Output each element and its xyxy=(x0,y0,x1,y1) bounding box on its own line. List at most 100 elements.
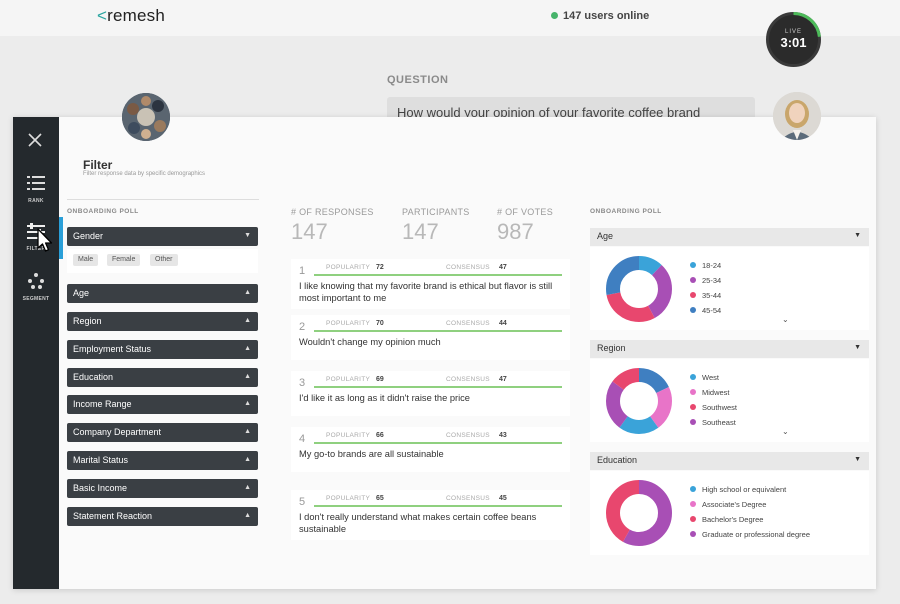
responses-count: 147 xyxy=(291,219,328,244)
legend-swatch xyxy=(690,307,696,313)
gender-chip-other[interactable]: Other xyxy=(150,254,178,266)
close-icon[interactable] xyxy=(26,131,44,149)
marital-status-dropdown[interactable]: Marital Status ▲ xyxy=(67,451,258,470)
donut-slice xyxy=(606,256,672,322)
caret-up-icon: ▲ xyxy=(244,484,251,491)
response-card[interactable]: 1 POPULARITY 72 CONSENSUS 47 I like know… xyxy=(291,259,570,309)
popularity-value: 69 xyxy=(376,376,384,383)
chevron-down-icon[interactable]: ⌄ xyxy=(782,427,789,436)
legend-swatch xyxy=(690,419,696,425)
dropdown-label: Basic Income xyxy=(73,483,128,493)
response-card[interactable]: 5 POPULARITY 65 CONSENSUS 45 I don't rea… xyxy=(291,490,570,540)
gender-chip-male[interactable]: Male xyxy=(73,254,99,266)
gender-dropdown[interactable]: Gender ▼ xyxy=(67,227,258,246)
caret-up-icon: ▲ xyxy=(244,400,251,407)
consensus-label: CONSENSUS xyxy=(446,320,490,327)
votes-count-label: # OF VOTES xyxy=(497,207,554,217)
dropdown-label: Income Range xyxy=(73,399,132,409)
donut-slice xyxy=(606,256,672,322)
caret-down-icon: ▼ xyxy=(854,344,861,351)
online-dot-icon xyxy=(551,12,558,19)
donut-slice xyxy=(606,368,672,434)
chart-title: Region xyxy=(597,343,626,353)
popularity-value: 65 xyxy=(376,495,384,502)
popularity-bar xyxy=(314,330,562,332)
nav-segment[interactable]: SEGMENT xyxy=(13,273,59,302)
company-department-dropdown[interactable]: Company Department ▲ xyxy=(67,423,258,442)
chevron-down-icon[interactable]: ⌄ xyxy=(782,315,789,324)
filter-subtitle: Filter response data by specific demogra… xyxy=(83,171,206,177)
top-bar: <remesh 147 users online xyxy=(0,0,900,36)
consensus-value: 45 xyxy=(499,495,507,502)
live-label: LIVE xyxy=(784,29,802,35)
legend-item: Southeast xyxy=(690,418,736,427)
donut-slice xyxy=(606,480,672,546)
response-rank: 2 xyxy=(299,321,306,333)
donut-slice xyxy=(606,368,672,434)
participants-label: PARTICIPANTS xyxy=(402,207,470,217)
popularity-value: 70 xyxy=(376,320,384,327)
votes-count: 987 xyxy=(497,219,534,244)
left-section-label: ONBOARDING POLL xyxy=(67,208,139,215)
moderator-avatar xyxy=(773,92,821,140)
legend-swatch xyxy=(690,389,696,395)
response-card[interactable]: 4 POPULARITY 66 CONSENSUS 43 My go-to br… xyxy=(291,427,570,472)
consensus-value: 47 xyxy=(499,376,507,383)
age-chart-card: 18-24 25-34 35-44 45-54 ⌄ xyxy=(590,247,869,330)
age-chart-dropdown[interactable]: Age ▼ xyxy=(590,228,869,246)
consensus-value: 43 xyxy=(499,432,507,439)
response-card[interactable]: 3 POPULARITY 69 CONSENSUS 47 I'd like it… xyxy=(291,371,570,416)
divider xyxy=(67,199,259,200)
legend-item: High school or equivalent xyxy=(690,485,786,494)
caret-up-icon: ▲ xyxy=(244,428,251,435)
dropdown-label: Age xyxy=(73,288,90,298)
statement-reaction-dropdown[interactable]: Statement Reaction ▲ xyxy=(67,507,258,526)
responses-count-label: # OF RESPONSES xyxy=(291,207,374,217)
nav-filter-label: FILTER xyxy=(26,246,46,252)
gender-chip-female[interactable]: Female xyxy=(107,254,141,266)
popularity-bar xyxy=(314,386,562,388)
legend-swatch xyxy=(690,374,696,380)
legend-item: Bachelor's Degree xyxy=(690,515,763,524)
employment-status-dropdown[interactable]: Employment Status ▲ xyxy=(67,340,258,359)
legend-item: Midwest xyxy=(690,388,730,397)
basic-income-dropdown[interactable]: Basic Income ▲ xyxy=(67,479,258,498)
region-donut-chart xyxy=(606,368,672,434)
popularity-bar xyxy=(314,274,562,276)
right-section-label: ONBOARDING POLL xyxy=(590,208,662,215)
question-label: QUESTION xyxy=(387,74,449,86)
response-rank: 5 xyxy=(299,496,306,508)
response-text: I'd like it as long as it didn't raise t… xyxy=(299,393,470,403)
caret-up-icon: ▲ xyxy=(244,317,251,324)
consensus-value: 47 xyxy=(499,264,507,271)
live-timer: LIVE 3:01 xyxy=(766,12,821,67)
response-card[interactable]: 2 POPULARITY 70 CONSENSUS 44 Wouldn't ch… xyxy=(291,315,570,360)
income-range-dropdown[interactable]: Income Range ▲ xyxy=(67,395,258,414)
caret-up-icon: ▲ xyxy=(244,512,251,519)
education-chart-dropdown[interactable]: Education ▼ xyxy=(590,452,869,470)
response-text: I don't really understand what makes cer… xyxy=(299,512,537,534)
response-text: My go-to brands are all sustainable xyxy=(299,449,444,459)
education-dropdown[interactable]: Education ▲ xyxy=(67,368,258,387)
age-dropdown[interactable]: Age ▲ xyxy=(67,284,258,303)
filter-title: Filter xyxy=(83,158,113,172)
popularity-label: POPULARITY xyxy=(326,264,371,271)
popularity-label: POPULARITY xyxy=(326,495,371,502)
popularity-label: POPULARITY xyxy=(326,376,371,383)
region-dropdown[interactable]: Region ▲ xyxy=(67,312,258,331)
popularity-bar xyxy=(314,505,562,507)
consensus-label: CONSENSUS xyxy=(446,376,490,383)
legend-swatch xyxy=(690,277,696,283)
legend-item: 45-54 xyxy=(690,306,721,315)
dropdown-label: Region xyxy=(73,316,102,326)
region-chart-dropdown[interactable]: Region ▼ xyxy=(590,340,869,358)
region-chart-card: West Midwest Southwest Southeast ⌄ xyxy=(590,359,869,442)
legend-item: West xyxy=(690,373,719,382)
nav-rank[interactable]: RANK xyxy=(13,175,59,204)
gender-dropdown-label: Gender xyxy=(73,231,104,241)
response-rank: 1 xyxy=(299,265,306,277)
caret-up-icon: ▲ xyxy=(244,373,251,380)
caret-up-icon: ▲ xyxy=(244,456,251,463)
legend-swatch xyxy=(690,501,696,507)
popularity-value: 72 xyxy=(376,264,384,271)
